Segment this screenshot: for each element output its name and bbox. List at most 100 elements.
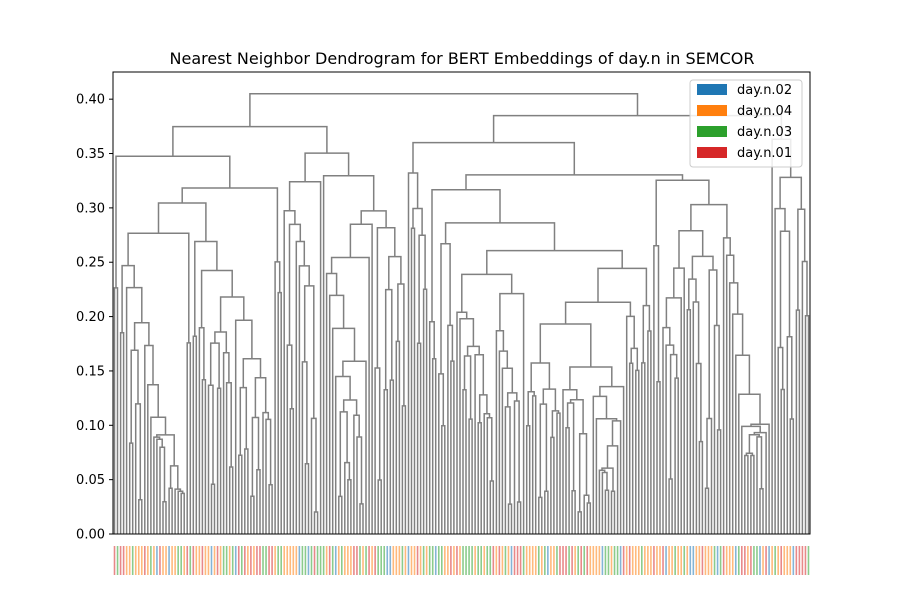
leaf-label (507, 546, 510, 575)
leaf-label (310, 546, 313, 575)
leaf-label (574, 546, 576, 575)
leaf-label (313, 546, 316, 575)
leaf-label (256, 546, 258, 575)
leaf-label (210, 546, 213, 575)
leaf-label (192, 546, 195, 575)
leaf-label (747, 546, 749, 575)
leaf-label (371, 546, 373, 575)
leaf-label (219, 546, 222, 575)
leaf-label (225, 546, 228, 575)
leaf-label (450, 546, 452, 575)
leaf-label (668, 546, 670, 575)
leaf-label (671, 546, 673, 575)
leaf-label (189, 546, 192, 575)
leaf-label (495, 546, 498, 575)
leaf-label (650, 546, 652, 575)
leaf-label (177, 546, 179, 575)
leaf-label (762, 546, 764, 575)
leaf-label (595, 546, 598, 575)
leaf-label (792, 546, 795, 575)
leaf-label (453, 546, 455, 575)
leaf-label (619, 546, 622, 575)
leaf-label (234, 546, 237, 575)
leaf-label (165, 546, 167, 575)
leaf-label (710, 546, 713, 575)
leaf-label (659, 546, 661, 575)
leaf-label (228, 546, 231, 575)
y-tick-label: 0.25 (76, 256, 105, 271)
leaf-label (741, 546, 743, 575)
leaf-label (334, 546, 337, 575)
leaf-label (519, 546, 522, 575)
leaf-label (744, 546, 746, 575)
y-axis: 0.00 0.05 0.10 0.15 0.20 0.25 0.30 0.35 0.40 (76, 93, 113, 543)
leaf-label (468, 546, 470, 575)
leaf-label (353, 546, 355, 575)
leaf-label (801, 546, 804, 575)
leaf-label (644, 546, 646, 575)
leaf-label (544, 546, 546, 575)
leaf-label (395, 546, 398, 575)
leaf-label (783, 546, 786, 575)
leaf-label (541, 546, 543, 575)
leaf-label (153, 546, 155, 575)
leaf-label (695, 546, 698, 575)
leaf-label (113, 546, 116, 575)
leaf-label (631, 546, 634, 575)
leaf-label (550, 546, 552, 575)
leaf-label (322, 546, 325, 575)
leaf-label (556, 546, 558, 575)
leaf-label (356, 546, 358, 575)
leaf-label (531, 546, 534, 575)
leaf-label (656, 546, 658, 575)
leaf-label (431, 546, 434, 575)
leaf-label (477, 546, 479, 575)
leaf-label (704, 546, 707, 575)
leaf-label (568, 546, 570, 575)
leaf-label (713, 546, 716, 575)
leaf-label (350, 546, 352, 575)
leaf-label (216, 546, 219, 575)
leaf-label (292, 546, 295, 575)
leaf-label (447, 546, 449, 575)
leaf-label (456, 546, 458, 575)
leaf-label (244, 546, 246, 575)
leaf-label (592, 546, 595, 575)
leaf-label (504, 546, 507, 575)
leaf-label (416, 546, 419, 575)
leaf-label (774, 546, 776, 575)
leaf-label (262, 546, 264, 575)
leaf-label (253, 546, 255, 575)
leaf-label (583, 546, 586, 575)
leaf-label (731, 546, 734, 575)
leaf-label (789, 546, 792, 575)
leaf-label (422, 546, 425, 575)
leaf-label (759, 546, 761, 575)
leaf-labels (113, 546, 810, 575)
leaf-label (562, 546, 564, 575)
leaf-label (289, 546, 292, 575)
leaf-label (756, 546, 758, 575)
leaf-label (222, 546, 225, 575)
leaf-label (392, 546, 395, 575)
legend-swatch (697, 84, 727, 95)
leaf-label (274, 546, 276, 575)
leaf-label (404, 546, 407, 575)
leaf-label (683, 546, 686, 575)
leaf-label (401, 546, 404, 575)
leaf-label (386, 546, 389, 575)
leaf-label (604, 546, 607, 575)
leaf-label (359, 546, 361, 575)
leaf-label (459, 546, 461, 575)
leaf-label (734, 546, 737, 575)
leaf-label (462, 546, 464, 575)
leaf-label (707, 546, 710, 575)
leaf-label (474, 546, 476, 575)
leaf-label (483, 546, 486, 575)
leaf-label (616, 546, 619, 575)
leaf-label (268, 546, 270, 575)
leaf-label (577, 546, 579, 575)
leaf-label (689, 546, 692, 575)
leaf-label (701, 546, 704, 575)
